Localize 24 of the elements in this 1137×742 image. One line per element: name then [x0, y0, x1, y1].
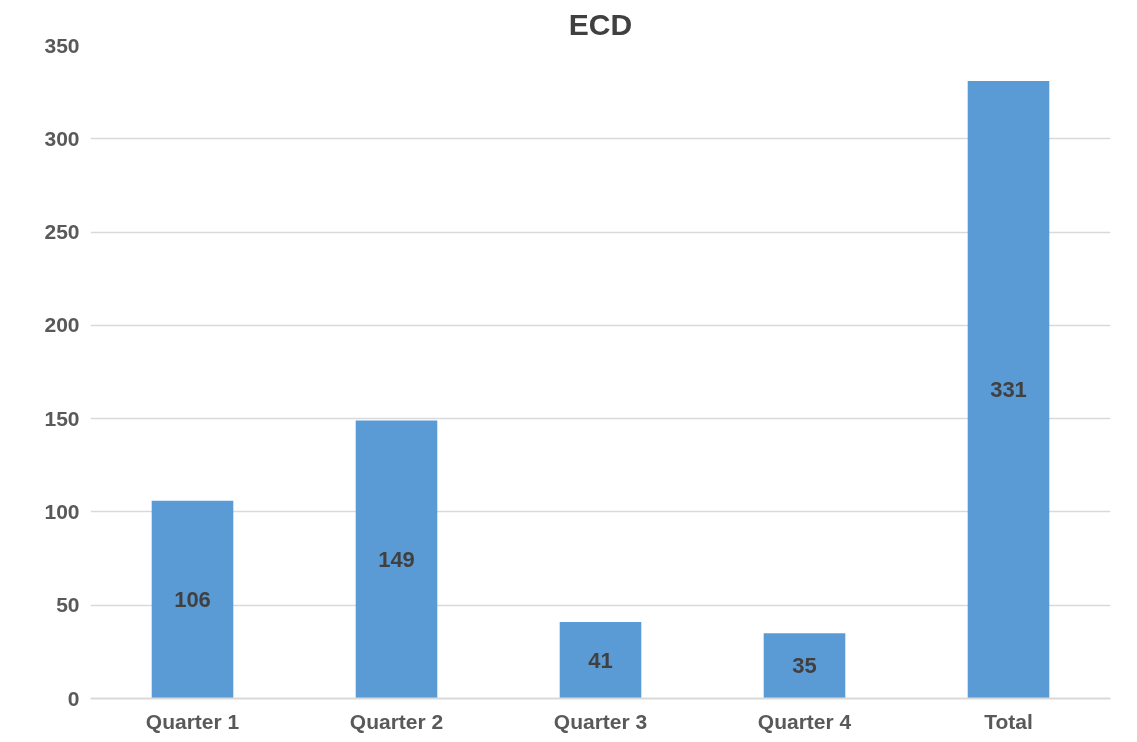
y-tick-label: 100	[44, 499, 80, 523]
bar	[355, 420, 438, 699]
bar	[967, 80, 1050, 699]
data-label: 41	[588, 647, 613, 673]
y-tick-label: 0	[67, 686, 80, 710]
data-label: 149	[378, 547, 415, 572]
data-label: 35	[792, 653, 817, 679]
y-tick-label: 200	[44, 313, 80, 337]
x-tick-label: Quarter 1	[145, 709, 240, 733]
data-label: 331	[990, 377, 1027, 403]
bar	[559, 622, 642, 699]
data-label: 106	[174, 587, 211, 613]
x-tick-label: Total	[984, 709, 1033, 733]
y-tick-label: 300	[44, 126, 80, 150]
bar	[151, 500, 234, 699]
y-tick-label: 250	[44, 220, 80, 244]
x-tick-label: Quarter 4	[757, 709, 852, 733]
x-tick-label: Quarter 3	[553, 709, 648, 733]
y-tick-label: 350	[44, 33, 80, 57]
y-tick-label: 50	[56, 593, 80, 617]
chart-title: ECD	[568, 7, 633, 41]
y-tick-label: 150	[44, 406, 80, 430]
bar	[763, 633, 846, 699]
x-tick-label: Quarter 2	[349, 709, 444, 733]
